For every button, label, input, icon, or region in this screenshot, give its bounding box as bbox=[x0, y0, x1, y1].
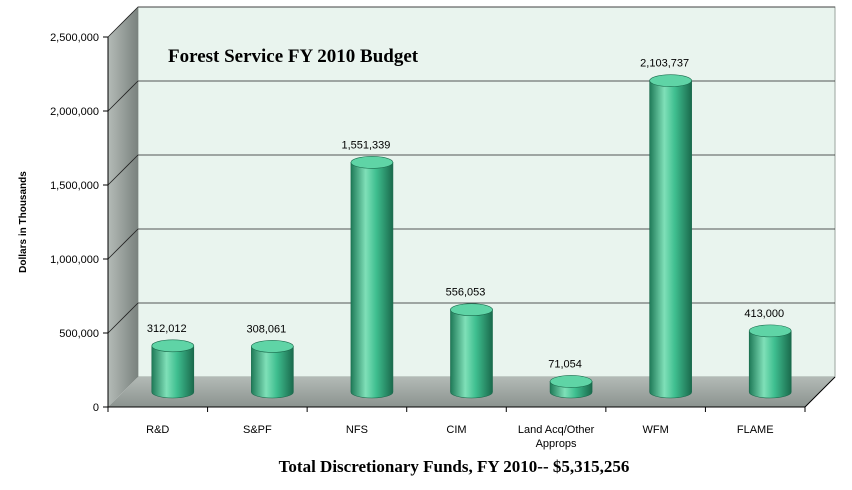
data-label: 556,053 bbox=[446, 287, 486, 299]
y-axis: 0 500,000 1,000,000 1,500,000 2,000,000 2,500… bbox=[50, 32, 109, 414]
x-tick-label: Land Acq/Other Approps bbox=[518, 424, 595, 450]
gridline-side bbox=[107, 154, 139, 186]
bar-body bbox=[350, 162, 394, 399]
bar-1 bbox=[251, 340, 294, 399]
footer-total: Total Discretionary Funds, FY 2010-- $5,… bbox=[279, 457, 630, 476]
bars bbox=[151, 74, 792, 399]
x-axis-depth-line bbox=[804, 376, 836, 408]
y-tick-label: 2,500,000 bbox=[50, 32, 99, 44]
bar-body bbox=[748, 330, 792, 399]
bar-4 bbox=[549, 375, 593, 399]
bar-top bbox=[549, 375, 593, 388]
bar-0 bbox=[151, 339, 195, 399]
y-tick-label: 1,500,000 bbox=[50, 180, 99, 192]
y-axis-label: Dollars in Thousands bbox=[18, 171, 29, 273]
bar-5 bbox=[649, 74, 692, 399]
y-tick-label: 0 bbox=[93, 402, 99, 414]
gridline-side bbox=[107, 302, 139, 334]
x-axis: R&D S&PF NFS CIM Land Acq/Other Approps WFM FLA… bbox=[107, 376, 836, 450]
bar-top bbox=[748, 324, 792, 338]
side-wall bbox=[108, 7, 138, 407]
bar-body bbox=[251, 346, 294, 399]
x-tick-label: WFM bbox=[643, 424, 669, 436]
bar-3 bbox=[450, 303, 493, 399]
bar-6 bbox=[748, 324, 792, 399]
x-tick-label: FLAME bbox=[737, 424, 774, 436]
bar-body bbox=[450, 309, 493, 399]
data-labels: 312,012 308,061 1,551,339 556,053 71,054 2,10… bbox=[147, 58, 784, 371]
gridline-side bbox=[107, 80, 139, 112]
gridline-side bbox=[107, 228, 139, 260]
gridline-side bbox=[107, 6, 139, 38]
bar-2 bbox=[350, 156, 394, 399]
data-label: 312,012 bbox=[147, 323, 187, 335]
x-tick-label: R&D bbox=[146, 424, 169, 436]
gridlines bbox=[107, 6, 835, 334]
data-label: 1,551,339 bbox=[341, 139, 390, 151]
chart-title: Forest Service FY 2010 Budget bbox=[168, 46, 419, 67]
x-tick-label: NFS bbox=[346, 424, 368, 436]
bar-body bbox=[649, 80, 692, 399]
data-label: 2,103,737 bbox=[640, 58, 689, 70]
bar-top bbox=[251, 340, 294, 353]
bar-body bbox=[151, 345, 195, 399]
x-tick-label: S&PF bbox=[243, 424, 272, 436]
data-label: 71,054 bbox=[548, 358, 582, 370]
y-tick-label: 500,000 bbox=[59, 328, 99, 340]
bar-top bbox=[649, 74, 692, 87]
y-tick-label: 2,000,000 bbox=[50, 106, 99, 118]
bar-top bbox=[450, 303, 493, 317]
bar-top bbox=[151, 339, 195, 353]
x-tick-label: CIM bbox=[446, 424, 466, 436]
data-label: 413,000 bbox=[744, 308, 784, 320]
bar-top bbox=[350, 156, 394, 169]
data-label: 308,061 bbox=[246, 323, 286, 335]
y-tick-label: 1,000,000 bbox=[50, 254, 99, 266]
